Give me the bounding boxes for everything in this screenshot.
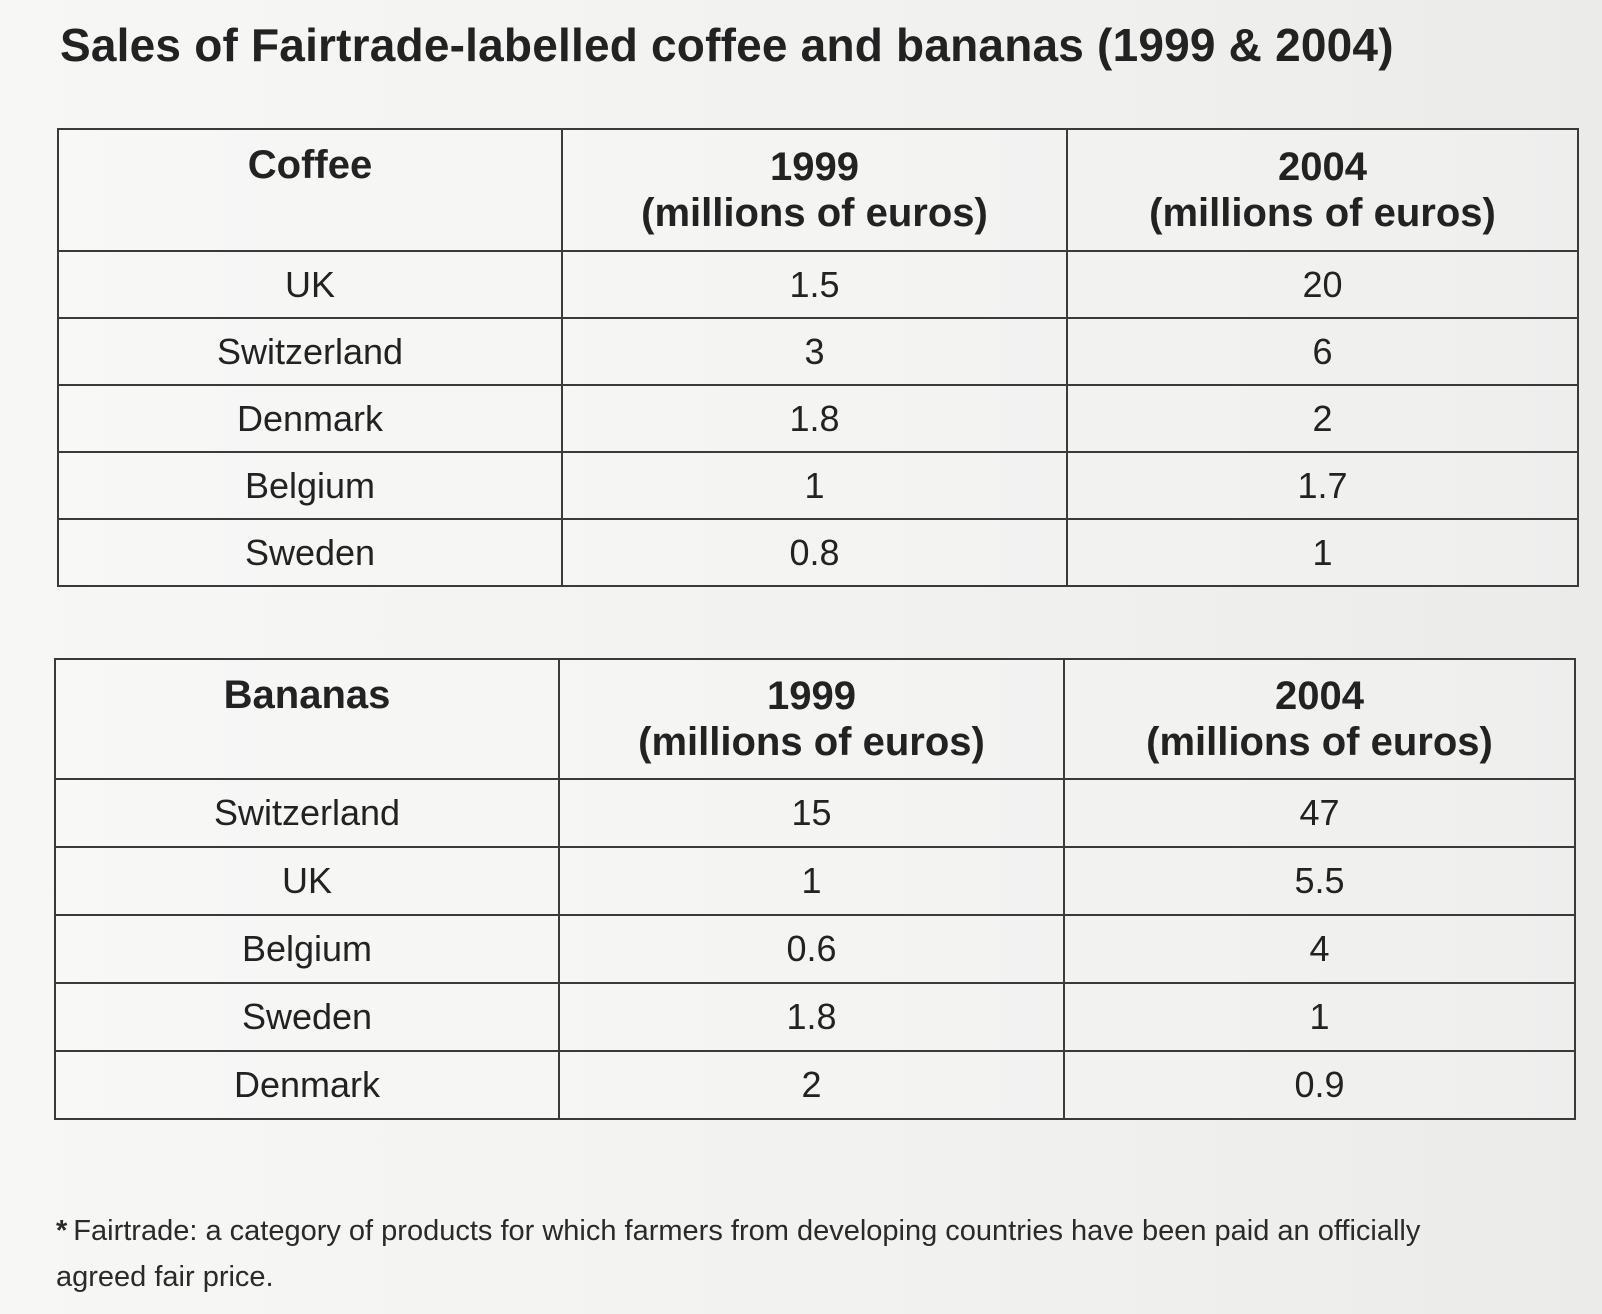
footnote: * Fairtrade: a category of products for w…	[56, 1208, 1516, 1300]
bananas-product-header: Bananas	[54, 658, 560, 780]
table-row: Sweden 0.8 1	[57, 518, 1579, 587]
bananas-2004-header: 2004 (millions of euros)	[1063, 658, 1576, 780]
coffee-1999-header: 1999 (millions of euros)	[561, 128, 1068, 252]
coffee-product-header: Coffee	[57, 128, 563, 252]
country-cell: Denmark	[57, 384, 563, 453]
table-row: Denmark 1.8 2	[57, 384, 1579, 453]
country-cell: UK	[57, 250, 563, 319]
country-cell: Belgium	[54, 914, 560, 984]
country-cell: Sweden	[54, 982, 560, 1052]
value-2004-cell: 2	[1066, 384, 1579, 453]
table-row: Switzerland 3 6	[57, 317, 1579, 386]
coffee-header-row: Coffee 1999 (millions of euros) 2004 (mi…	[57, 128, 1579, 252]
value-2004-cell: 0.9	[1063, 1050, 1576, 1120]
value-1999-cell: 2	[558, 1050, 1065, 1120]
country-cell: Switzerland	[54, 778, 560, 848]
coffee-table: Coffee 1999 (millions of euros) 2004 (mi…	[57, 128, 1579, 587]
bananas-2004-unit: (millions of euros)	[1146, 720, 1493, 764]
value-1999-cell: 1.5	[561, 250, 1068, 319]
value-1999-cell: 1	[561, 451, 1068, 520]
value-1999-cell: 15	[558, 778, 1065, 848]
bananas-1999-unit: (millions of euros)	[638, 720, 985, 764]
footnote-marker: *	[56, 1215, 68, 1247]
country-cell: Sweden	[57, 518, 563, 587]
coffee-2004-year: 2004	[1278, 145, 1367, 189]
value-1999-cell: 0.6	[558, 914, 1065, 984]
value-2004-cell: 47	[1063, 778, 1576, 848]
value-2004-cell: 4	[1063, 914, 1576, 984]
coffee-2004-header: 2004 (millions of euros)	[1066, 128, 1579, 252]
value-1999-cell: 0.8	[561, 518, 1068, 587]
table-row: UK 1.5 20	[57, 250, 1579, 319]
coffee-1999-unit: (millions of euros)	[641, 191, 988, 235]
value-1999-cell: 1.8	[558, 982, 1065, 1052]
value-2004-cell: 5.5	[1063, 846, 1576, 916]
table-row: Switzerland 15 47	[54, 778, 1576, 848]
table-row: Sweden 1.8 1	[54, 982, 1576, 1052]
value-2004-cell: 1	[1063, 982, 1576, 1052]
country-cell: Switzerland	[57, 317, 563, 386]
country-cell: Belgium	[57, 451, 563, 520]
value-2004-cell: 20	[1066, 250, 1579, 319]
footnote-text: Fairtrade: a category of products for wh…	[56, 1215, 1421, 1293]
value-2004-cell: 1	[1066, 518, 1579, 587]
country-cell: Denmark	[54, 1050, 560, 1120]
bananas-header-row: Bananas 1999 (millions of euros) 2004 (m…	[54, 658, 1576, 780]
country-cell: UK	[54, 846, 560, 916]
table-row: Belgium 1 1.7	[57, 451, 1579, 520]
coffee-2004-unit: (millions of euros)	[1149, 191, 1496, 235]
bananas-1999-year: 1999	[767, 674, 856, 718]
bananas-1999-header: 1999 (millions of euros)	[558, 658, 1065, 780]
bananas-2004-year: 2004	[1275, 674, 1364, 718]
table-row: Denmark 2 0.9	[54, 1050, 1576, 1120]
page-title: Sales of Fairtrade-labelled coffee and b…	[60, 19, 1394, 71]
value-2004-cell: 6	[1066, 317, 1579, 386]
table-row: UK 1 5.5	[54, 846, 1576, 916]
coffee-1999-year: 1999	[770, 145, 859, 189]
value-1999-cell: 1	[558, 846, 1065, 916]
table-row: Belgium 0.6 4	[54, 914, 1576, 984]
bananas-table: Bananas 1999 (millions of euros) 2004 (m…	[54, 658, 1576, 1120]
value-1999-cell: 3	[561, 317, 1068, 386]
value-1999-cell: 1.8	[561, 384, 1068, 453]
value-2004-cell: 1.7	[1066, 451, 1579, 520]
